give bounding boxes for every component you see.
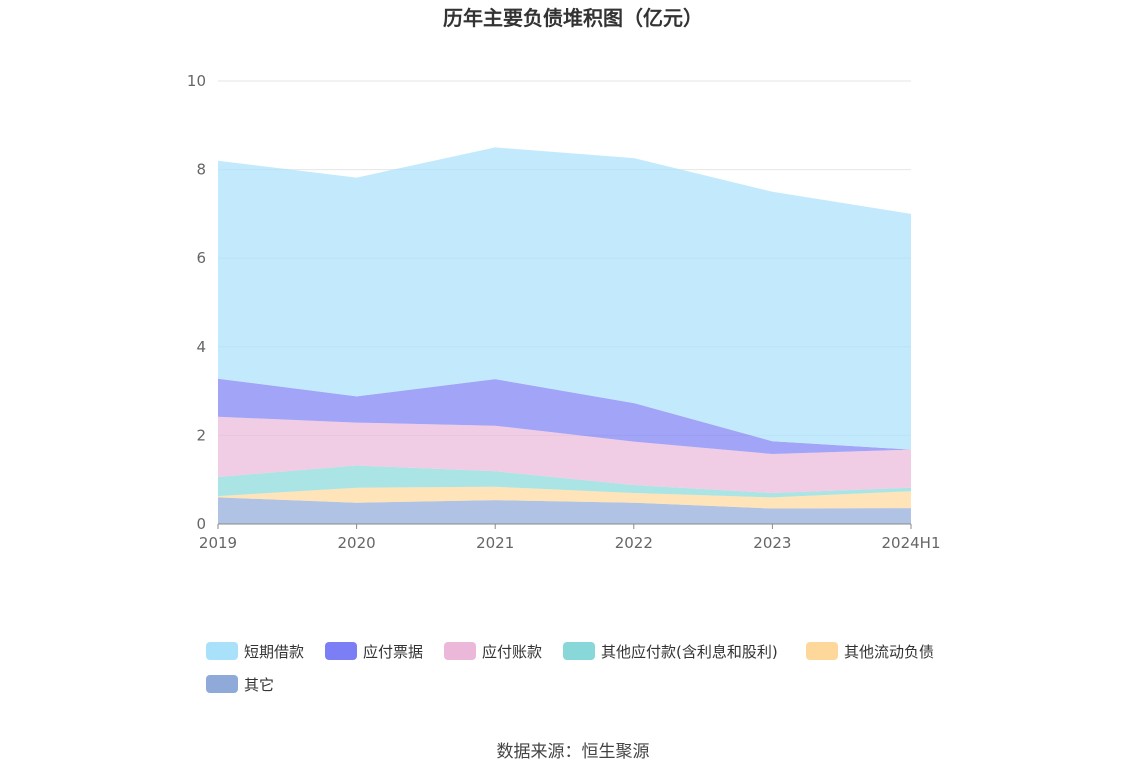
x-tick-label-2019: 2019 — [199, 534, 237, 552]
legend-label-5: 其它 — [244, 676, 274, 694]
y-tick-label-2: 2 — [196, 426, 206, 444]
area-series-3 — [218, 416, 911, 493]
y-tick-label-0: 0 — [196, 515, 206, 533]
x-tick-label-2023: 2023 — [753, 534, 791, 552]
x-tick-label-2024H1: 2024H1 — [882, 534, 941, 552]
legend-swatch-0 — [206, 642, 238, 660]
y-tick-label-8: 8 — [196, 161, 206, 179]
legend-swatch-4 — [806, 642, 838, 660]
legend-label-3: 其他应付款(含利息和股利) — [601, 643, 778, 661]
y-tick-label-10: 10 — [187, 72, 206, 90]
chart-title: 历年主要负债堆积图（亿元） — [443, 6, 703, 30]
legend-swatch-1 — [325, 642, 357, 660]
area-series-1 — [218, 486, 911, 509]
legend-swatch-2 — [444, 642, 476, 660]
y-tick-label-4: 4 — [196, 338, 206, 356]
area-series-4 — [218, 378, 911, 454]
legend-swatch-3 — [563, 642, 595, 660]
x-tick-label-2020: 2020 — [338, 534, 376, 552]
stacked-areas — [218, 147, 911, 524]
x-tick-label-2021: 2021 — [476, 534, 514, 552]
legend-label-4: 其他流动负债 — [844, 643, 934, 661]
legend-label-0: 短期借款 — [244, 643, 304, 661]
area-series-5 — [218, 147, 911, 450]
data-source-note: 数据来源：恒生聚源 — [497, 742, 650, 762]
legend-label-1: 应付票据 — [363, 643, 423, 661]
y-tick-label-6: 6 — [196, 249, 206, 267]
area-series-2 — [218, 465, 911, 498]
x-tick-label-2022: 2022 — [615, 534, 653, 552]
legend-swatch-5 — [206, 675, 238, 693]
area-series-0 — [218, 497, 911, 524]
axes: 0 2 4 6 8 10 2019 2020 2021 2022 2023 2024H1 — [187, 72, 941, 552]
legend-label-2: 应付账款 — [482, 643, 542, 661]
